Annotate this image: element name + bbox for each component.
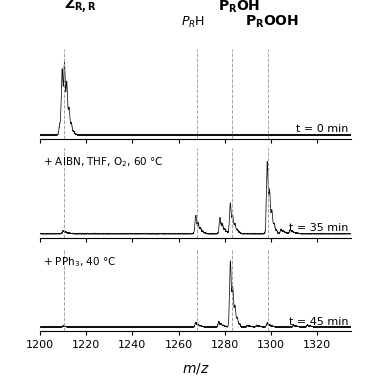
Text: $\it{m/z}$: $\it{m/z}$	[182, 361, 210, 376]
Text: + AIBN, THF, O$_2$, 60 °C: + AIBN, THF, O$_2$, 60 °C	[43, 155, 164, 169]
Text: t = 35 min: t = 35 min	[289, 223, 348, 233]
Text: t = 45 min: t = 45 min	[289, 317, 348, 326]
Text: $\mathbf{P_R}$OH: $\mathbf{P_R}$OH	[218, 0, 260, 15]
Text: + PPh$_3$, 40 °C: + PPh$_3$, 40 °C	[43, 255, 116, 269]
Text: $P_R$H: $P_R$H	[181, 15, 205, 30]
Text: t = 0 min: t = 0 min	[296, 124, 348, 134]
Text: $\mathbf{P_R}$OOH: $\mathbf{P_R}$OOH	[245, 14, 299, 30]
Text: $\mathbf{Z_{R,R}}$: $\mathbf{Z_{R,R}}$	[64, 0, 97, 15]
